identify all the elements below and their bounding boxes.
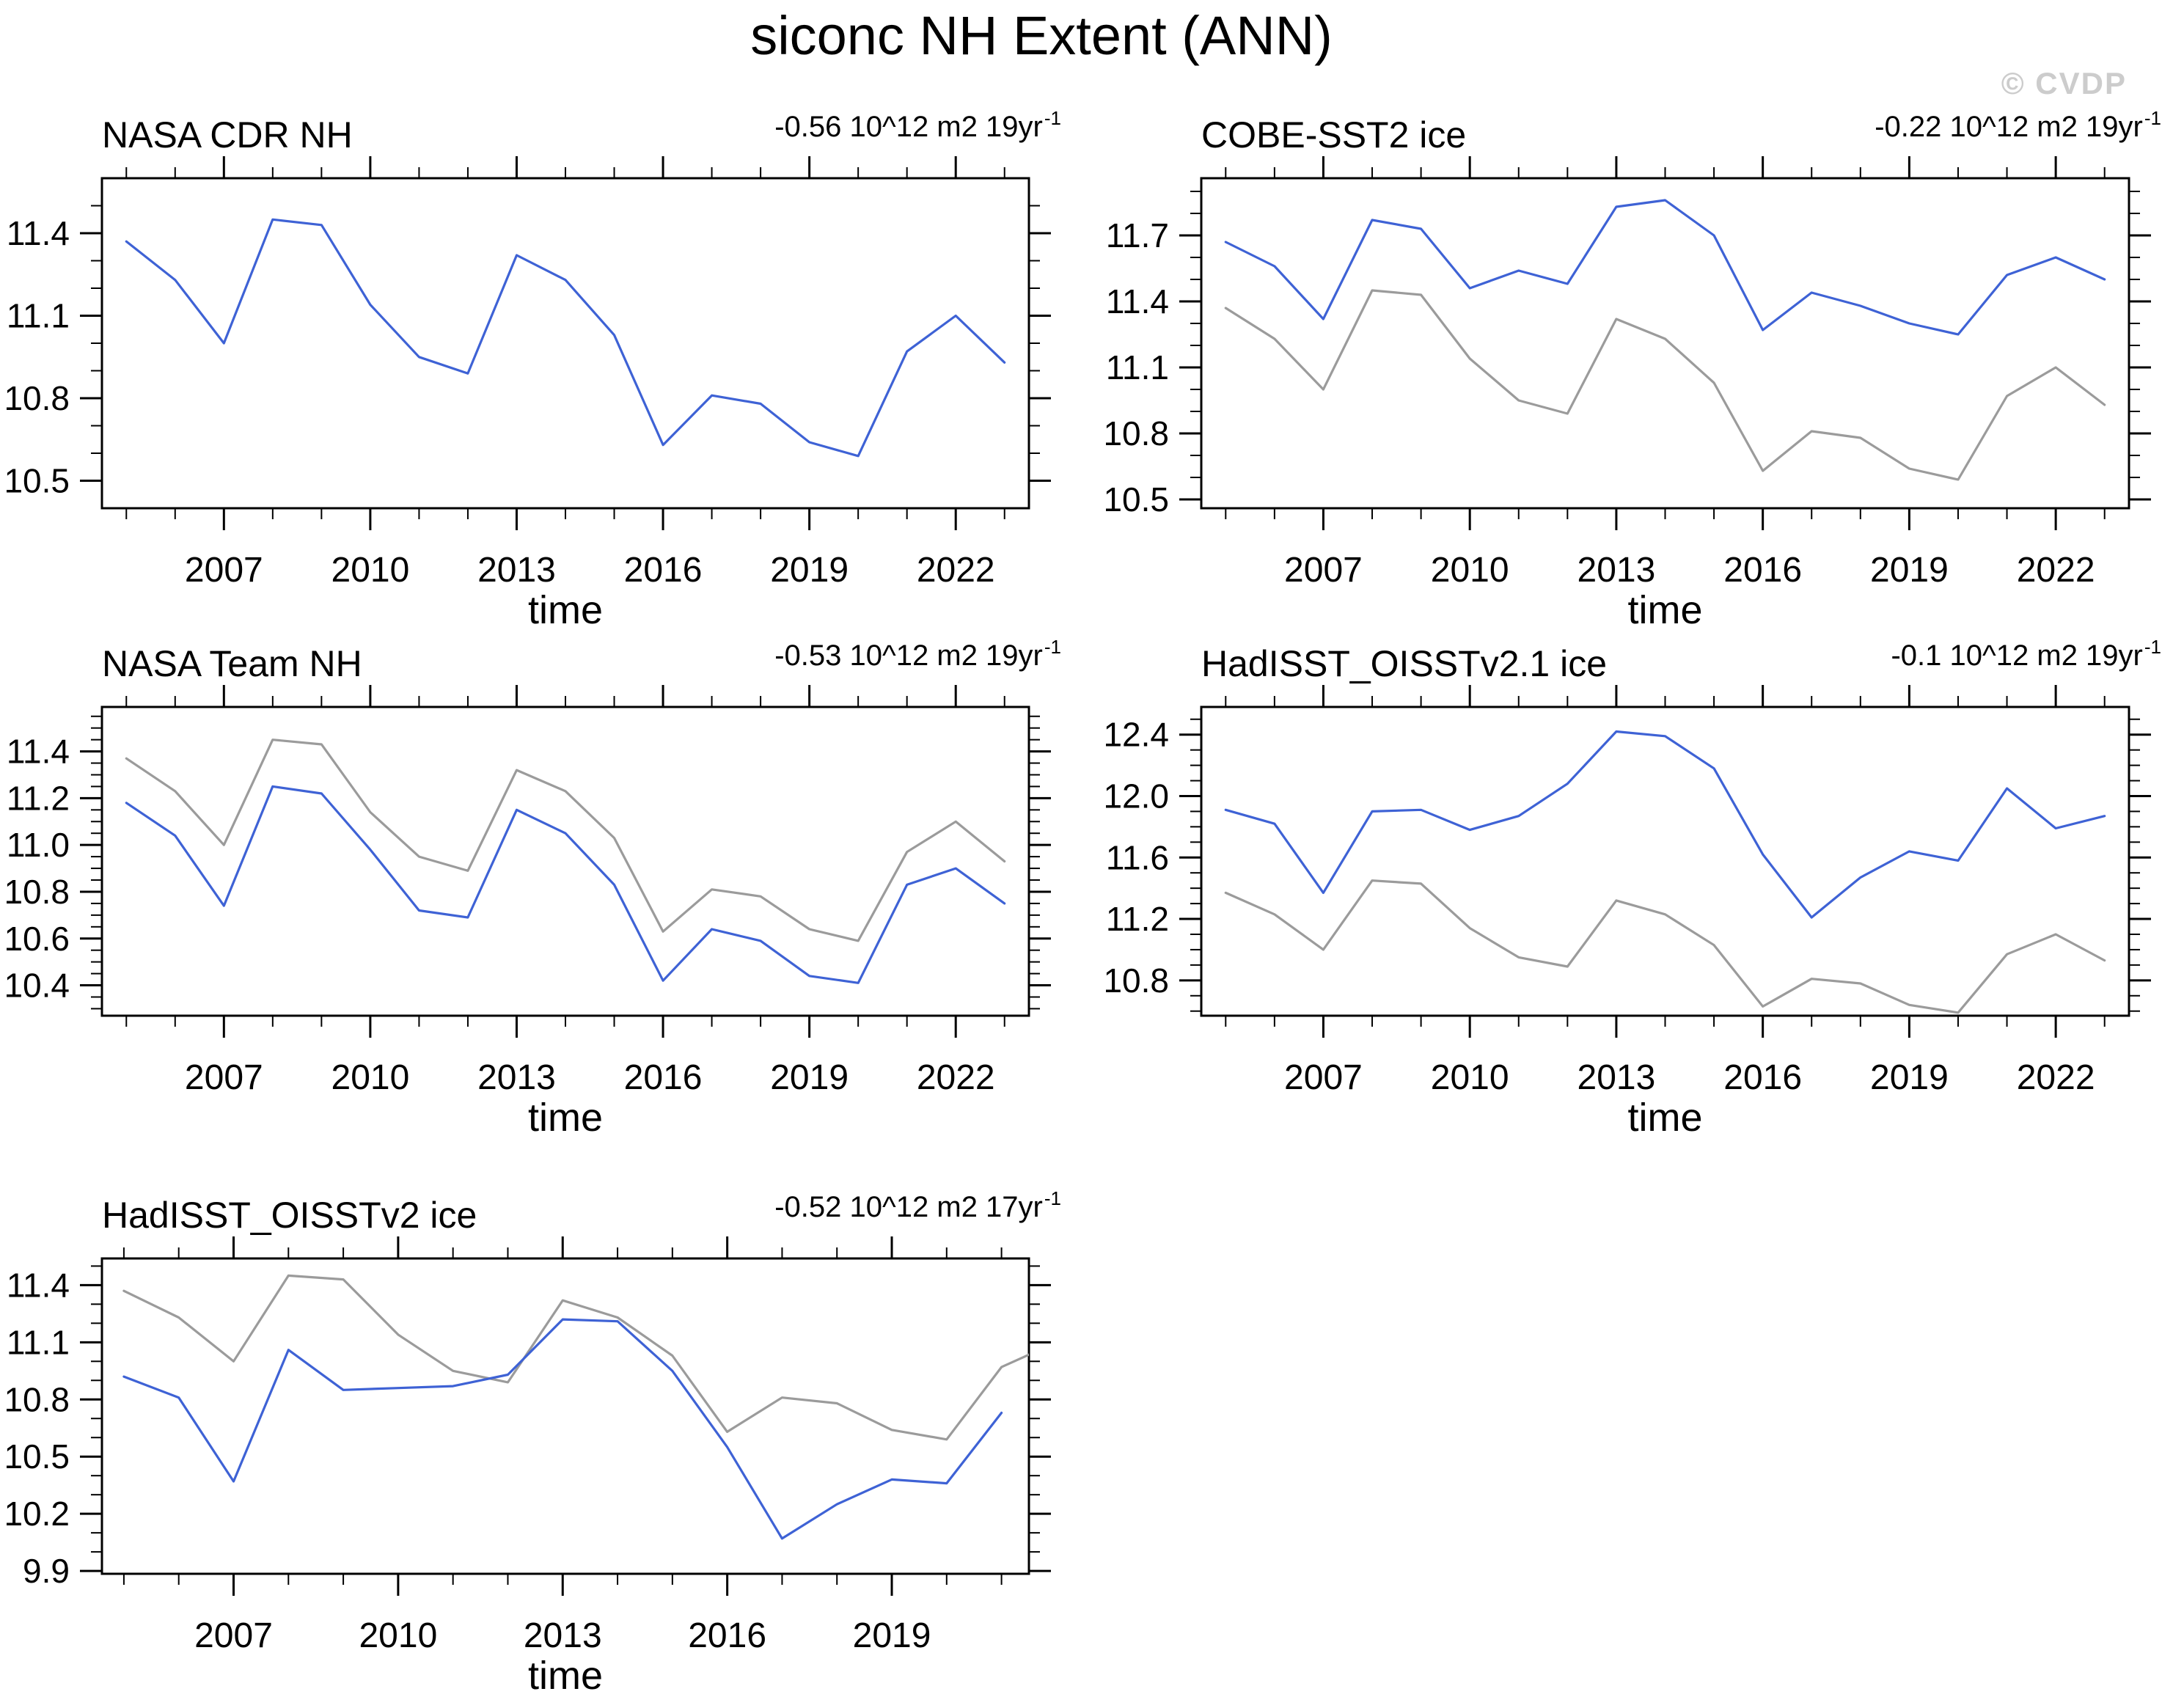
svg-text:2013: 2013 (477, 551, 556, 590)
svg-text:10.5: 10.5 (4, 1437, 70, 1476)
svg-text:2022: 2022 (2017, 1058, 2095, 1097)
svg-text:10.2: 10.2 (4, 1495, 70, 1533)
trend-annotation: -0.1 10^12 m2 19yr-1 (1891, 636, 2161, 672)
panel-title: HadISST_OISSTv2 ice (102, 1195, 477, 1236)
svg-text:10.8: 10.8 (4, 1380, 70, 1418)
svg-text:11.1: 11.1 (7, 297, 70, 335)
svg-text:2019: 2019 (1870, 551, 1949, 590)
svg-text:2013: 2013 (1577, 1058, 1656, 1097)
svg-text:2022: 2022 (917, 1058, 995, 1097)
panel-title: NASA Team NH (102, 643, 362, 684)
svg-text:11.1: 11.1 (1106, 348, 1169, 386)
svg-text:2010: 2010 (331, 551, 410, 590)
svg-text:2019: 2019 (853, 1616, 931, 1655)
trend-exponent: -1 (1044, 636, 1061, 658)
plot-area: 2007 2010 2013 2016 2019 2022 11.7 11.4 11.1 10.8… (1103, 156, 2151, 590)
svg-text:2022: 2022 (917, 551, 995, 590)
svg-text:11.1: 11.1 (7, 1323, 70, 1361)
trend-text: -0.1 10^12 m2 19yr (1891, 639, 2143, 672)
cvdp-watermark: © CVDP (2001, 66, 2127, 100)
svg-text:2007: 2007 (1284, 551, 1363, 590)
svg-text:10.5: 10.5 (1103, 480, 1169, 518)
trend-text: -0.52 10^12 m2 17yr (774, 1191, 1043, 1223)
svg-text:11.4: 11.4 (1106, 282, 1169, 320)
svg-text:11.7: 11.7 (1106, 216, 1169, 254)
svg-text:2016: 2016 (624, 551, 703, 590)
svg-text:2016: 2016 (1723, 551, 1802, 590)
time-axis-label: time (527, 1096, 603, 1140)
svg-text:9.9: 9.9 (23, 1552, 70, 1590)
svg-text:2010: 2010 (1431, 551, 1509, 590)
trend-annotation: -0.52 10^12 m2 17yr-1 (774, 1187, 1061, 1224)
svg-text:2010: 2010 (1431, 1058, 1509, 1097)
svg-text:2019: 2019 (770, 551, 849, 590)
panel-title: NASA CDR NH (102, 114, 353, 155)
svg-text:2016: 2016 (1723, 1058, 1802, 1097)
trend-annotation: -0.53 10^12 m2 19yr-1 (774, 636, 1061, 672)
svg-text:2013: 2013 (477, 1058, 556, 1097)
svg-text:2019: 2019 (1870, 1058, 1949, 1097)
svg-text:10.4: 10.4 (4, 967, 70, 1005)
trend-exponent: -1 (1044, 1187, 1061, 1209)
svg-text:11.4: 11.4 (7, 214, 70, 252)
panel-nasa-cdr-nh: NASA CDR NH -0.56 10^12 m2 19yr-1 2007 20… (0, 83, 1064, 692)
svg-text:2016: 2016 (688, 1616, 766, 1655)
svg-text:2007: 2007 (185, 1058, 263, 1097)
svg-text:10.8: 10.8 (1103, 961, 1169, 1000)
svg-text:11.4: 11.4 (7, 733, 70, 771)
svg-text:2019: 2019 (770, 1058, 849, 1097)
svg-text:2010: 2010 (359, 1616, 437, 1655)
svg-text:10.8: 10.8 (1103, 414, 1169, 452)
time-axis-label: time (1627, 588, 1703, 632)
svg-text:2022: 2022 (2017, 551, 2095, 590)
svg-text:2013: 2013 (524, 1616, 602, 1655)
panel-cobe-sst2-ice: COBE-SST2 ice -0.22 10^12 m2 19yr-1 2007… (1091, 83, 2162, 692)
svg-text:10.8: 10.8 (4, 873, 70, 911)
trend-text: -0.56 10^12 m2 19yr (774, 111, 1043, 143)
trend-exponent: -1 (2144, 636, 2161, 658)
panel-title: HadISST_OISSTv2.1 ice (1201, 643, 1608, 684)
svg-text:11.6: 11.6 (1106, 838, 1169, 876)
plot-area: 2007 2010 2013 2016 2019 11.4 11.1 10.8 10.5 10.2… (4, 1236, 1051, 1655)
panel-hadisst-oisstv2-1-ice: HadISST_OISSTv2.1 ice -0.1 10^12 m2 19yr… (1091, 612, 2162, 1199)
trend-annotation: -0.22 10^12 m2 19yr-1 (1875, 107, 2161, 144)
svg-text:11.4: 11.4 (7, 1266, 70, 1304)
panel-hadisst-oisstv2-ice: HadISST_OISSTv2 ice -0.52 10^12 m2 17yr-… (0, 1163, 1064, 1708)
time-axis-label: time (527, 1654, 603, 1698)
svg-text:10.6: 10.6 (4, 920, 70, 958)
time-axis-label: time (527, 588, 603, 632)
plot-area: 2007 2010 2013 2016 2019 2022 12.4 12.0 11.6 11.2… (1103, 685, 2151, 1097)
svg-text:2013: 2013 (1577, 551, 1656, 590)
trend-exponent: -1 (1044, 107, 1061, 129)
trend-text: -0.53 10^12 m2 19yr (774, 639, 1043, 672)
svg-text:11.0: 11.0 (7, 826, 70, 864)
svg-text:2007: 2007 (194, 1616, 273, 1655)
time-axis-label: time (1627, 1096, 1703, 1140)
trend-annotation: -0.56 10^12 m2 19yr-1 (774, 107, 1061, 144)
svg-text:10.8: 10.8 (4, 379, 70, 417)
svg-text:11.2: 11.2 (1106, 900, 1169, 938)
trend-exponent: -1 (2144, 107, 2161, 129)
svg-text:12.4: 12.4 (1103, 716, 1169, 754)
plot-area: 2007 2010 2013 2016 2019 2022 11.4 11.2 11.0 10.8… (4, 685, 1051, 1097)
svg-text:2010: 2010 (331, 1058, 410, 1097)
svg-text:12.0: 12.0 (1103, 777, 1169, 815)
trend-text: -0.22 10^12 m2 19yr (1875, 111, 2143, 143)
svg-text:2007: 2007 (185, 551, 263, 590)
svg-text:11.2: 11.2 (7, 779, 70, 817)
svg-text:10.5: 10.5 (4, 462, 70, 500)
panel-title: COBE-SST2 ice (1201, 114, 1467, 155)
plot-area: 2007 2010 2013 2016 2019 2022 11.4 11.1 10.8 10.5 (4, 156, 1051, 590)
svg-text:2007: 2007 (1284, 1058, 1363, 1097)
panel-nasa-team-nh: NASA Team NH -0.53 10^12 m2 19yr-1 2007 2… (0, 612, 1064, 1199)
svg-text:2016: 2016 (624, 1058, 703, 1097)
figure-title: siconc NH Extent (ANN) (750, 5, 1333, 66)
